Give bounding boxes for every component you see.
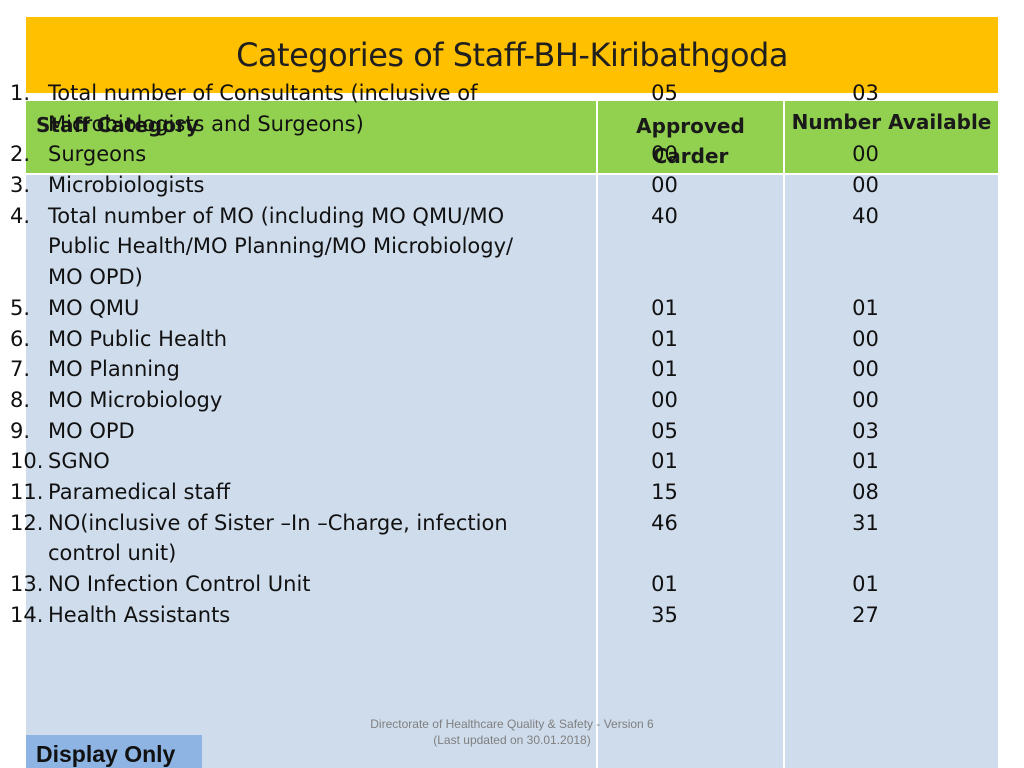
row-number: 3.: [10, 173, 31, 198]
row-number: 4.: [10, 203, 31, 228]
table-row: 10. SGNO: [10, 446, 570, 477]
row-number: 6.: [10, 326, 31, 351]
available-cell: 01: [852, 295, 879, 320]
row-number: 7.: [10, 357, 31, 382]
row-number: 12.: [10, 510, 44, 535]
available-cell: 00: [852, 387, 879, 412]
approved-cell: 05: [651, 418, 678, 443]
available-cell: 03: [852, 418, 879, 443]
table-row: 11. Paramedical staff: [10, 477, 570, 508]
table-row: 12. NO(inclusive of Sister –In –Charge, i…: [10, 508, 570, 569]
approved-cell: 35: [651, 602, 678, 627]
footer-line-1: Directorate of Healthcare Quality & Safe…: [370, 717, 654, 731]
available-cell: 00: [852, 357, 879, 382]
row-number: 5.: [10, 295, 31, 320]
table-row: 5. MO QMU: [10, 293, 570, 324]
approved-cell: 00: [651, 387, 678, 412]
row-label: MO Microbiology: [48, 387, 223, 412]
row-number: 8.: [10, 387, 31, 412]
table-row: 7. MO Planning: [10, 354, 570, 385]
table-row: 1. Total number of Consultants (inclusive…: [10, 78, 570, 139]
row-label: Total number of Consultants (inclusive o…: [48, 81, 478, 136]
row-number: 2.: [10, 142, 31, 167]
row-number: 9.: [10, 418, 31, 443]
row-number: 10.: [10, 449, 44, 474]
footer-line-2: (Last updated on 30.01.2018): [433, 733, 591, 747]
row-label: MO QMU: [48, 295, 140, 320]
header-number-available: Number Available: [785, 101, 998, 173]
approved-cell: 00: [651, 173, 678, 198]
table-row: 9. MO OPD: [10, 416, 570, 447]
available-cell: 31: [852, 510, 879, 535]
row-number: 13.: [10, 572, 44, 597]
row-label: Health Assistants: [48, 602, 231, 627]
table-row: 8. MO Microbiology: [10, 385, 570, 416]
approved-cell: 00: [651, 142, 678, 167]
table-row: 2. Surgeons: [10, 139, 570, 170]
available-cell: 00: [852, 142, 879, 167]
body-column-available: [785, 175, 998, 768]
available-cell: 08: [852, 479, 879, 504]
approved-cell: 01: [651, 295, 678, 320]
header-staff-category: Staff Category: [26, 101, 596, 173]
available-cell: 00: [852, 326, 879, 351]
available-values: 03 00 00 40 01 00 00 00 03 01 08 31 01 27: [759, 78, 972, 630]
approved-cell: 05: [651, 81, 678, 105]
row-label: Microbiologists: [48, 173, 205, 198]
staff-table: Staff Category Approved Carder Number Av…: [26, 101, 998, 768]
table-row: 6. MO Public Health: [10, 324, 570, 355]
row-label: MO Public Health: [48, 326, 228, 351]
display-only-badge: Display Only: [26, 735, 202, 768]
row-label: Surgeons: [48, 142, 147, 167]
body-column-approved: [598, 175, 783, 768]
table-row: 13. NO Infection Control Unit: [10, 569, 570, 600]
available-cell: 01: [852, 572, 879, 597]
header-approved-carder: Approved Carder: [598, 101, 783, 173]
footer-note: Directorate of Healthcare Quality & Safe…: [340, 716, 684, 748]
category-list: 1. Total number of Consultants (inclusive…: [10, 78, 570, 630]
available-cell: 40: [852, 203, 879, 228]
row-label: Total number of MO (including MO QMU/MO …: [48, 203, 514, 290]
row-number: 14.: [10, 602, 44, 627]
row-number: 11.: [10, 479, 44, 504]
row-label: NO Infection Control Unit: [48, 572, 311, 597]
table-row: 14. Health Assistants: [10, 600, 570, 631]
table-header-row: Staff Category Approved Carder Number Av…: [26, 101, 998, 173]
row-label: Paramedical staff: [48, 479, 231, 504]
approved-cell: 01: [651, 572, 678, 597]
row-label: SGNO: [48, 449, 110, 474]
approved-cell: 01: [651, 449, 678, 474]
approved-cell: 01: [651, 326, 678, 351]
page-title: Categories of Staff-BH-Kiribathgoda: [236, 36, 788, 74]
row-number: 1.: [10, 81, 31, 105]
row-label: MO OPD: [48, 418, 135, 443]
approved-values: 05 00 00 40 01 01 01 00 05 01 15 46 01 35: [572, 78, 757, 630]
approved-cell: 15: [651, 479, 678, 504]
title-bar: Categories of Staff-BH-Kiribathgoda: [26, 17, 998, 93]
available-cell: 03: [852, 81, 879, 105]
approved-cell: 40: [651, 203, 678, 228]
row-label: NO(inclusive of Sister –In –Charge, infe…: [48, 510, 508, 566]
header-approved-label: Approved Carder: [636, 114, 745, 168]
body-column-category: [26, 175, 596, 768]
row-label: MO Planning: [48, 357, 180, 382]
available-cell: 01: [852, 449, 879, 474]
approved-cell: 01: [651, 357, 678, 382]
available-cell: 00: [852, 173, 879, 198]
table-row: 4. Total number of MO (including MO QMU/M…: [10, 201, 570, 293]
approved-cell: 46: [651, 510, 678, 535]
table-row: 3. Microbiologists: [10, 170, 570, 201]
available-cell: 27: [852, 602, 879, 627]
